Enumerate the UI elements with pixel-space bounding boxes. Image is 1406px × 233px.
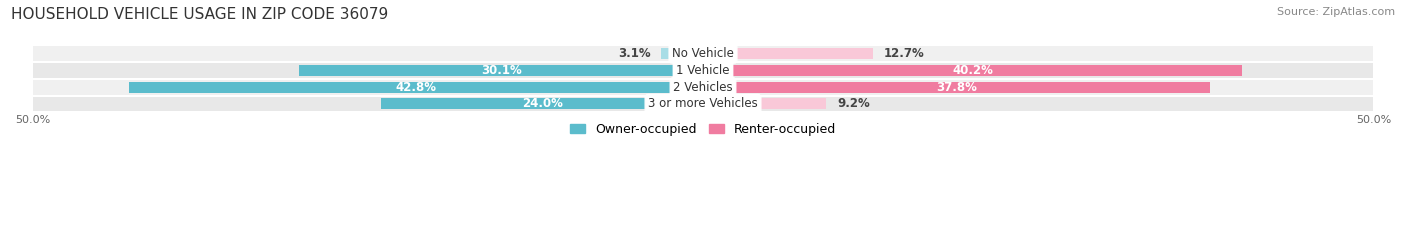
Text: 42.8%: 42.8%	[395, 81, 437, 94]
Bar	[32, 63, 1374, 78]
Text: 9.2%: 9.2%	[837, 97, 870, 110]
Bar	[32, 96, 1374, 111]
Bar	[703, 82, 1209, 93]
Text: 40.2%: 40.2%	[952, 64, 993, 77]
Text: 37.8%: 37.8%	[936, 81, 977, 94]
Bar	[703, 48, 873, 59]
Text: HOUSEHOLD VEHICLE USAGE IN ZIP CODE 36079: HOUSEHOLD VEHICLE USAGE IN ZIP CODE 3607…	[11, 7, 388, 22]
Bar	[661, 48, 703, 59]
Text: 1 Vehicle: 1 Vehicle	[676, 64, 730, 77]
Text: 2 Vehicles: 2 Vehicles	[673, 81, 733, 94]
Bar	[299, 65, 703, 76]
Text: 12.7%: 12.7%	[884, 47, 925, 60]
Legend: Owner-occupied, Renter-occupied: Owner-occupied, Renter-occupied	[565, 118, 841, 141]
Bar	[703, 65, 1241, 76]
Text: Source: ZipAtlas.com: Source: ZipAtlas.com	[1277, 7, 1395, 17]
Bar	[32, 46, 1374, 61]
Bar	[32, 80, 1374, 95]
Text: 3.1%: 3.1%	[619, 47, 651, 60]
Bar	[129, 82, 703, 93]
Bar	[381, 99, 703, 109]
Text: 24.0%: 24.0%	[522, 97, 562, 110]
Text: 3 or more Vehicles: 3 or more Vehicles	[648, 97, 758, 110]
Bar	[703, 99, 827, 109]
Text: No Vehicle: No Vehicle	[672, 47, 734, 60]
Text: 30.1%: 30.1%	[481, 64, 522, 77]
